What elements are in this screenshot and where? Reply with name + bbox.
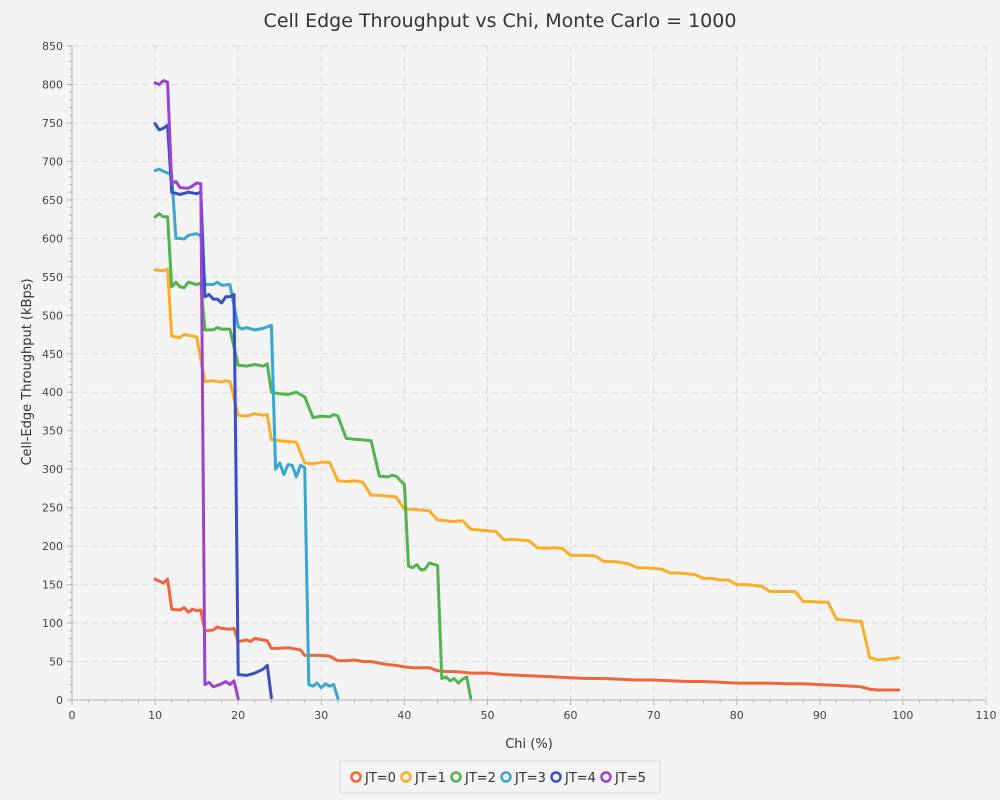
x-tick-label: 80 [730,709,744,722]
legend: JT=0 JT=1 JT=2 JT=3 JT=4 JT=5 [339,760,661,794]
y-tick-label: 50 [49,656,63,669]
axes: 0501001502002503003504004505005506006507… [42,40,997,722]
series-line-jt3 [153,167,340,700]
legend-marker-jt4 [550,771,562,783]
legend-label-jt3: JT=3 [514,771,546,786]
y-tick-label: 850 [42,40,63,53]
y-tick-label: 350 [42,425,63,438]
legend-item-jt3[interactable]: JT=3 [500,771,546,786]
x-tick-label: 60 [564,709,578,722]
grid [72,45,987,700]
x-tick-label: 70 [647,709,661,722]
legend-box [339,760,661,794]
x-tick-label: 100 [892,709,913,722]
x-tick-label: 90 [813,709,827,722]
y-tick-label: 0 [56,694,63,707]
y-tick-label: 100 [42,617,63,630]
series-layer [153,79,901,700]
x-axis-label: Chi (%) [505,737,553,752]
legend-item-jt1[interactable]: JT=1 [400,771,446,786]
x-tick-label: 50 [480,709,494,722]
x-tick-label: 10 [148,709,162,722]
y-tick-label: 800 [42,78,63,91]
x-tick-label: 0 [69,709,76,722]
y-tick-label: 300 [42,463,63,476]
series-line-jt2 [153,212,473,700]
legend-item-jt0[interactable]: JT=0 [350,771,396,786]
x-tick-label: 20 [231,709,245,722]
legend-label-jt1: JT=1 [414,771,446,786]
legend-item-jt5[interactable]: JT=5 [600,771,646,786]
legend-item-jt2[interactable]: JT=2 [450,771,496,786]
series-line-jt5 [153,79,240,700]
x-tick-label: 30 [314,709,328,722]
legend-label-jt5: JT=5 [614,771,646,786]
legend-marker-jt1 [400,771,412,783]
y-tick-label: 750 [42,117,63,130]
y-tick-label: 700 [42,155,63,168]
legend-marker-jt5 [600,771,612,783]
legend-label-jt2: JT=2 [464,771,496,786]
y-tick-label: 200 [42,540,63,553]
x-tick-label: 40 [397,709,411,722]
y-tick-label: 600 [42,232,63,245]
y-tick-label: 400 [42,386,63,399]
y-tick-label: 650 [42,194,63,207]
series-line-jt0 [153,577,901,692]
y-tick-label: 500 [42,309,63,322]
legend-marker-jt2 [450,771,462,783]
legend-label-jt0: JT=0 [364,771,396,786]
legend-label-jt4: JT=4 [564,771,596,786]
y-axis-label: Cell-Edge Throughput (kBps) [20,278,35,465]
legend-marker-jt3 [500,771,512,783]
y-tick-label: 150 [42,579,63,592]
x-tick-label: 110 [976,709,997,722]
y-tick-label: 550 [42,271,63,284]
y-tick-label: 250 [42,502,63,515]
y-tick-label: 450 [42,348,63,361]
legend-marker-jt0 [350,771,362,783]
legend-item-jt4[interactable]: JT=4 [550,771,596,786]
chart-title: Cell Edge Throughput vs Chi, Monte Carlo… [264,10,737,32]
series-line-jt1 [153,267,901,662]
